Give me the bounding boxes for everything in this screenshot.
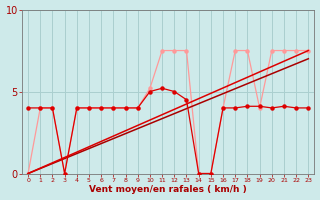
- X-axis label: Vent moyen/en rafales ( km/h ): Vent moyen/en rafales ( km/h ): [89, 185, 247, 194]
